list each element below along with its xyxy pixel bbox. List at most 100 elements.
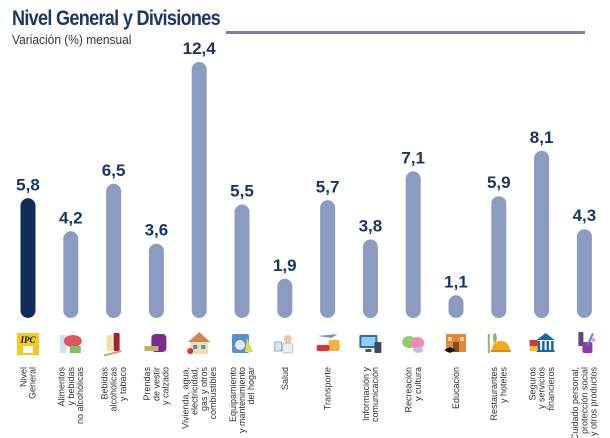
bottle-white <box>106 335 113 351</box>
chart-subtitle: Variación (%) mensual <box>12 32 132 47</box>
bank-cards-icon <box>529 333 555 352</box>
car <box>316 345 330 351</box>
phone <box>374 342 382 353</box>
category-label-line: y hoteles <box>498 367 508 404</box>
bar[interactable] <box>63 231 79 318</box>
category-label-line: combustibles <box>208 367 218 420</box>
value-label: 4,3 <box>573 206 597 225</box>
value-label: 1,9 <box>273 256 297 275</box>
bar-highlight[interactable] <box>20 198 36 318</box>
category-label-line: Prendas <box>142 367 152 401</box>
bar-group: 7,1 Recreación y cultura <box>401 148 425 412</box>
category-label-line: Transporte <box>323 367 333 410</box>
value-label: 7,1 <box>401 148 425 167</box>
bar[interactable] <box>234 204 250 319</box>
monitor-screen <box>361 337 376 346</box>
bar[interactable] <box>576 229 592 318</box>
category-label-line: Nivel <box>18 367 28 387</box>
category-label-line: financieros <box>546 367 556 411</box>
category-label-line: gas y otros <box>199 367 209 412</box>
plug <box>187 348 194 354</box>
category-label-line: Alimentos <box>57 367 67 407</box>
category-label: Nivel General <box>18 367 37 399</box>
category-label-line: electricidad, <box>190 367 200 415</box>
value-label: 8,1 <box>530 128 554 147</box>
value-label: 5,5 <box>230 182 254 201</box>
machine-door <box>235 340 245 350</box>
category-label-line: Cuidado personal, <box>570 367 580 438</box>
computer-phone-icon <box>359 335 382 353</box>
bar-group: 3,8 Información y comunicación <box>359 217 383 423</box>
food-groceries-icon <box>59 335 82 353</box>
bar[interactable] <box>534 150 550 318</box>
ipc-ba-logo-icon: IPC <box>17 333 39 355</box>
bar-group: 5,5 Equipamiento y mantenimiento del hogar <box>228 182 256 434</box>
category-label-line: Seguros <box>527 367 537 401</box>
bank-roof <box>536 333 555 340</box>
value-label: 12,4 <box>183 39 217 58</box>
house-utilities-icon <box>187 332 211 354</box>
cloche-cutlery-icon <box>487 333 511 353</box>
bar[interactable] <box>191 62 207 318</box>
bar[interactable] <box>491 196 507 318</box>
bar-group: 5,9 Restaurantes y hoteles <box>487 173 511 421</box>
logo-text-ipc: IPC <box>19 335 36 345</box>
category-label-line: y calzado <box>161 367 171 405</box>
category-label-line: y tabaco <box>118 367 128 401</box>
card-red <box>529 340 538 346</box>
roof <box>188 332 211 342</box>
shoe <box>144 346 159 351</box>
bar-group: 12,4 Vivienda, agua, electricidad, gas y ot… <box>180 39 218 429</box>
category-label: Bebidas alcohólicas y tabaco <box>99 367 127 412</box>
category-label-line: y otros productos <box>589 367 599 437</box>
category-label-line: alcohólicas <box>109 367 119 412</box>
bar[interactable] <box>448 295 464 318</box>
category-label-line: y mantenimiento <box>237 367 247 433</box>
category-label: Educación <box>451 367 461 409</box>
doctor-coat <box>282 342 294 354</box>
sparkle <box>591 338 596 342</box>
bank-column <box>551 341 554 350</box>
bar[interactable] <box>277 278 293 318</box>
value-label: 5,8 <box>16 175 40 194</box>
bar-group: 8,1 Seguros y servicios financieros <box>527 128 555 411</box>
category-label-line: protección social <box>579 367 589 434</box>
cloche <box>491 341 510 350</box>
brush <box>586 333 594 345</box>
bar[interactable] <box>320 200 336 318</box>
category-label: Información y comunicación <box>361 367 380 423</box>
category-label-line: Recreación <box>404 367 414 413</box>
car-plane-bus-icon <box>316 334 340 351</box>
lipstick <box>578 332 584 346</box>
bottles-cigarette-icon <box>103 333 122 357</box>
leaf <box>492 333 497 343</box>
bar-group: 1,9 Salud <box>273 256 297 390</box>
value-label: 5,9 <box>487 173 511 192</box>
plane <box>317 334 338 338</box>
bar[interactable] <box>148 243 164 318</box>
bar[interactable] <box>405 171 421 318</box>
category-label: Prendas de vestir y calzado <box>142 367 170 406</box>
category-label: Salud <box>280 367 290 390</box>
cloche-plate <box>490 350 511 352</box>
category-label: Cuidado personal, protección social y otro… <box>570 367 598 438</box>
bus <box>328 340 340 351</box>
category-label-line: comunicación <box>370 367 380 422</box>
chart-title: Nivel General y Divisiones <box>12 7 221 30</box>
bar-group: 3,6 Prendas de vestir y calzado <box>142 221 170 405</box>
value-label: 3,8 <box>359 217 383 236</box>
window <box>193 345 198 349</box>
category-label-line: General <box>28 367 38 399</box>
bank-column <box>537 341 541 350</box>
category-label-line: del hogar <box>246 367 256 405</box>
bar[interactable] <box>106 183 122 318</box>
sweater-shoe-icon <box>144 334 167 352</box>
category-label-line: y bebidas <box>66 367 76 406</box>
bar[interactable] <box>362 239 378 319</box>
window <box>201 345 206 349</box>
personal-care-icon <box>578 332 596 353</box>
header-rule <box>226 31 585 34</box>
category-label: Seguros y servicios financieros <box>527 367 555 411</box>
washing-machine-icon <box>232 334 253 353</box>
